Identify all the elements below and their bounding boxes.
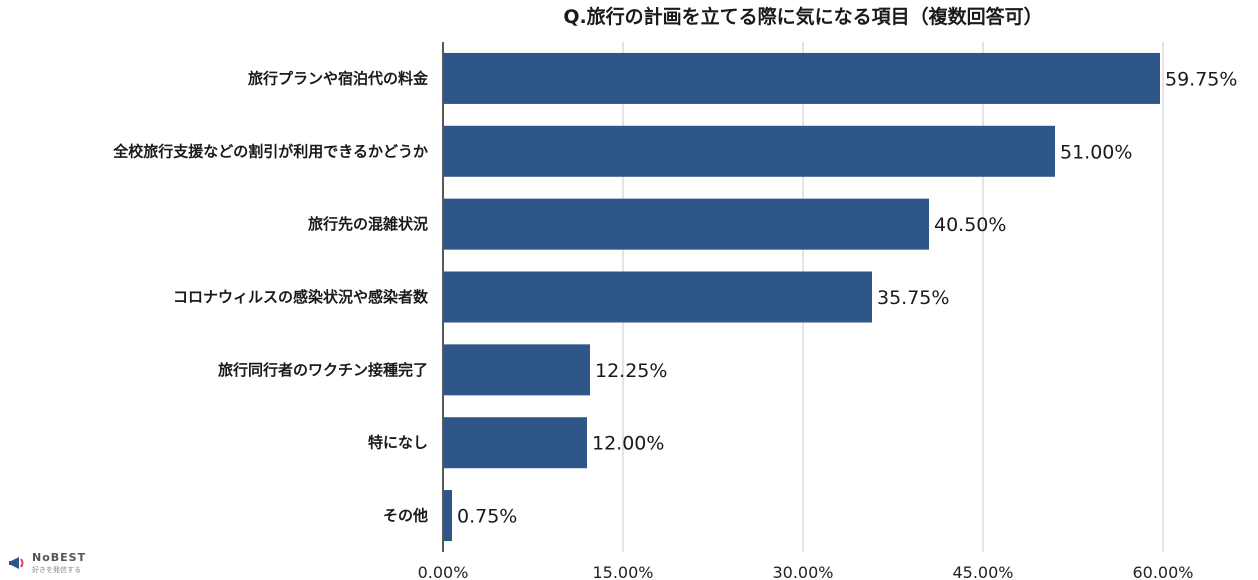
bars — [444, 52, 1160, 542]
value-label: 51.00% — [1060, 141, 1132, 163]
logo-tagline: 好きを発信する — [32, 566, 81, 574]
value-label: 35.75% — [877, 287, 949, 309]
bar — [444, 125, 1055, 177]
bar — [444, 417, 587, 469]
bar — [444, 344, 590, 396]
x-tick-label: 45.00% — [952, 563, 1013, 580]
category-label: 旅行先の混雑状況 — [308, 215, 428, 233]
category-label: 旅行プランや宿泊代の料金 — [248, 69, 429, 87]
bar — [444, 52, 1160, 104]
x-tick-label: 0.00% — [418, 563, 469, 580]
labels: 0.00% 15.00% 30.00% 45.00% 60.00% 旅行プランや宿泊代の料… — [112, 68, 1237, 580]
bar — [444, 198, 929, 250]
category-label: その他 — [383, 507, 428, 525]
logo-brand: NoBEST — [32, 551, 87, 564]
x-tick-label: 15.00% — [592, 563, 653, 580]
bar — [444, 490, 452, 542]
value-label: 40.50% — [934, 214, 1006, 236]
chart-title: Q.旅行の計画を立てる際に気になる項目（複数回答可） — [563, 6, 1043, 28]
x-tick-label: 60.00% — [1132, 563, 1193, 580]
value-label: 59.75% — [1165, 68, 1237, 90]
category-label: 旅行同行者のワクチン接種完了 — [218, 361, 428, 379]
value-label: 12.25% — [595, 360, 667, 382]
bar — [444, 271, 872, 323]
category-label: コロナウィルスの感染状況や感染者数 — [173, 288, 429, 306]
value-label: 12.00% — [592, 433, 664, 455]
value-label: 0.75% — [457, 506, 517, 528]
megaphone-icon — [9, 557, 24, 569]
x-tick-label: 30.00% — [772, 563, 833, 580]
category-label: 全校旅行支援などの割引が利用できるかどうか — [112, 142, 428, 160]
category-label: 特になし — [368, 434, 428, 452]
